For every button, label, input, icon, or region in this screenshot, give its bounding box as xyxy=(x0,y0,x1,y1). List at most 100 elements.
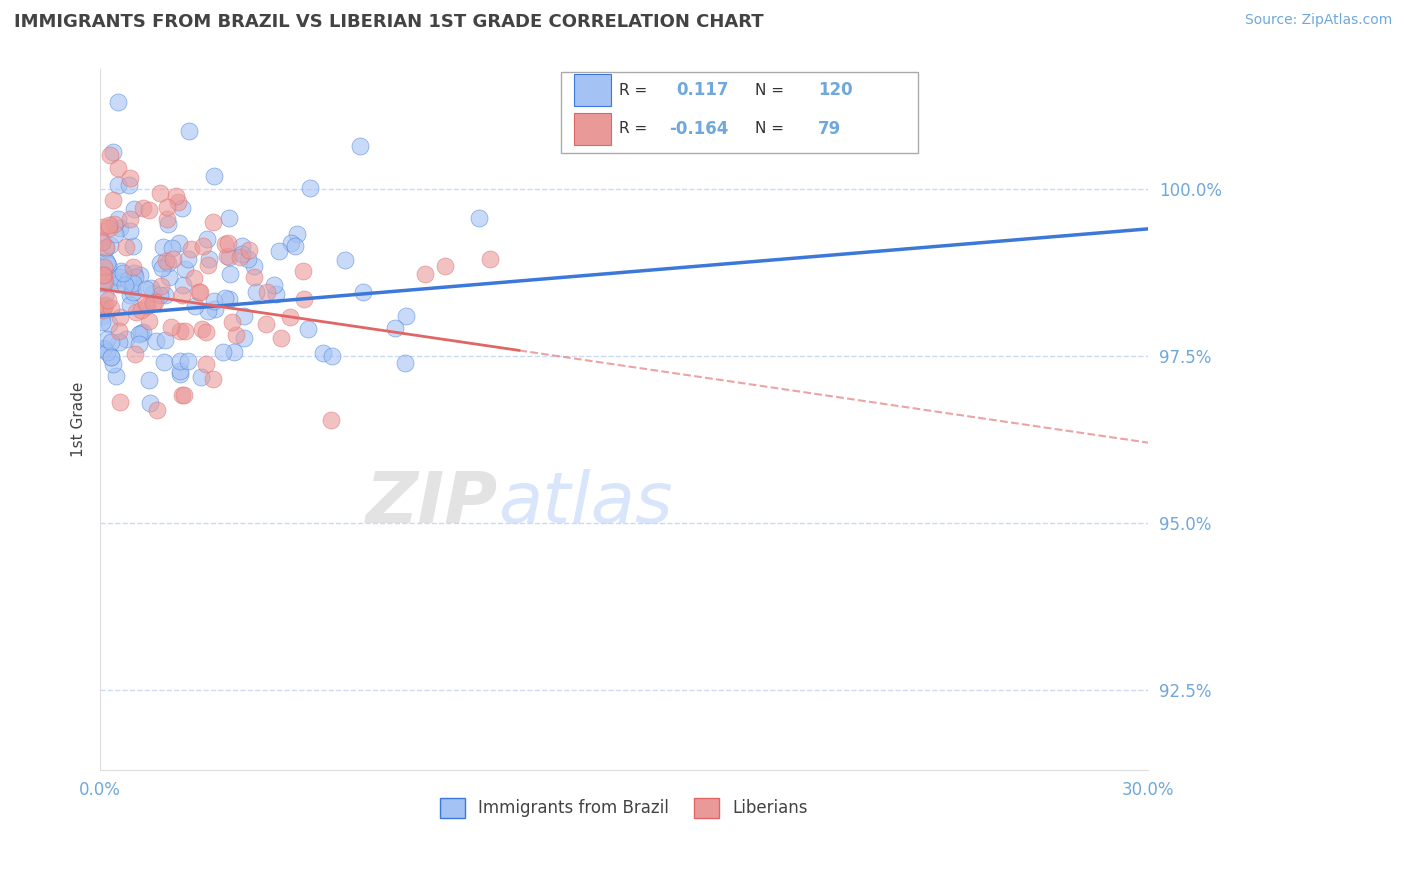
FancyBboxPatch shape xyxy=(561,72,918,153)
Point xyxy=(97,293,120,307)
Point xyxy=(190,285,212,299)
Point xyxy=(198,252,221,266)
Text: IMMIGRANTS FROM BRAZIL VS LIBERIAN 1ST GRADE CORRELATION CHART: IMMIGRANTS FROM BRAZIL VS LIBERIAN 1ST G… xyxy=(14,13,763,31)
Point xyxy=(104,227,127,241)
Point xyxy=(132,325,155,339)
Point xyxy=(236,252,259,267)
Point xyxy=(139,280,162,294)
Point xyxy=(100,148,122,162)
Point xyxy=(124,269,146,284)
Point xyxy=(96,345,118,359)
Point xyxy=(169,324,191,338)
Point xyxy=(173,324,195,338)
Point xyxy=(333,252,356,267)
Point xyxy=(120,212,142,227)
Point xyxy=(91,268,114,282)
Point xyxy=(169,367,191,381)
Point xyxy=(212,344,235,359)
Point xyxy=(135,295,157,310)
Point xyxy=(117,273,139,287)
Point xyxy=(143,294,166,309)
Point xyxy=(149,256,172,270)
Point xyxy=(103,217,125,231)
Point xyxy=(218,292,240,306)
Point xyxy=(167,236,190,251)
Point xyxy=(245,285,267,299)
Point xyxy=(157,269,180,284)
Point xyxy=(177,353,200,368)
Point xyxy=(162,252,184,266)
Point xyxy=(124,305,146,319)
Point xyxy=(108,221,131,235)
Point xyxy=(278,310,301,324)
Point xyxy=(395,309,418,323)
Point xyxy=(170,201,193,215)
Point xyxy=(124,202,146,216)
Point xyxy=(107,161,129,175)
Point xyxy=(197,258,219,272)
Point xyxy=(118,170,141,185)
Point xyxy=(94,275,117,289)
Point xyxy=(169,354,191,368)
Text: N =: N = xyxy=(755,83,789,97)
Point xyxy=(101,193,124,207)
Point xyxy=(285,227,308,241)
Point xyxy=(243,259,266,273)
Point xyxy=(264,287,287,301)
Point xyxy=(231,238,253,252)
Point xyxy=(157,255,180,269)
Point xyxy=(217,235,239,250)
Point xyxy=(120,297,142,311)
Point xyxy=(108,334,131,349)
Point xyxy=(145,334,167,348)
Point xyxy=(394,356,416,370)
Point xyxy=(155,253,177,268)
Point xyxy=(349,139,371,153)
FancyBboxPatch shape xyxy=(574,113,610,145)
FancyBboxPatch shape xyxy=(574,74,610,106)
Point xyxy=(91,342,114,356)
Point xyxy=(150,261,173,276)
Point xyxy=(107,211,129,226)
Point xyxy=(204,301,226,316)
Point xyxy=(96,332,118,346)
Point xyxy=(149,288,172,302)
Point xyxy=(195,358,218,372)
Point xyxy=(197,304,219,318)
Point xyxy=(115,332,138,346)
Point xyxy=(128,337,150,351)
Point xyxy=(321,413,343,427)
Point xyxy=(146,402,169,417)
Point xyxy=(201,371,224,385)
Point xyxy=(291,264,314,278)
Point xyxy=(384,321,406,335)
Point xyxy=(94,288,117,302)
Point xyxy=(138,202,160,217)
Point xyxy=(160,241,183,255)
Point xyxy=(479,252,502,266)
Point xyxy=(284,239,307,253)
Point xyxy=(104,272,127,286)
Point xyxy=(174,261,197,276)
Point xyxy=(98,238,121,252)
Point xyxy=(180,243,202,257)
Point xyxy=(190,370,212,384)
Text: atlas: atlas xyxy=(498,469,673,538)
Point xyxy=(191,239,214,253)
Point xyxy=(238,243,260,257)
Point xyxy=(142,286,165,301)
Point xyxy=(156,200,179,214)
Point xyxy=(215,249,238,263)
Point xyxy=(93,219,115,234)
Point xyxy=(256,285,278,300)
Point xyxy=(128,327,150,342)
Point xyxy=(114,277,136,292)
Point xyxy=(91,277,114,291)
Point xyxy=(219,267,242,281)
Point xyxy=(352,285,374,300)
Point xyxy=(121,239,143,253)
Point xyxy=(142,296,165,310)
Point xyxy=(100,301,122,316)
Point xyxy=(194,326,217,340)
Point xyxy=(93,260,115,274)
